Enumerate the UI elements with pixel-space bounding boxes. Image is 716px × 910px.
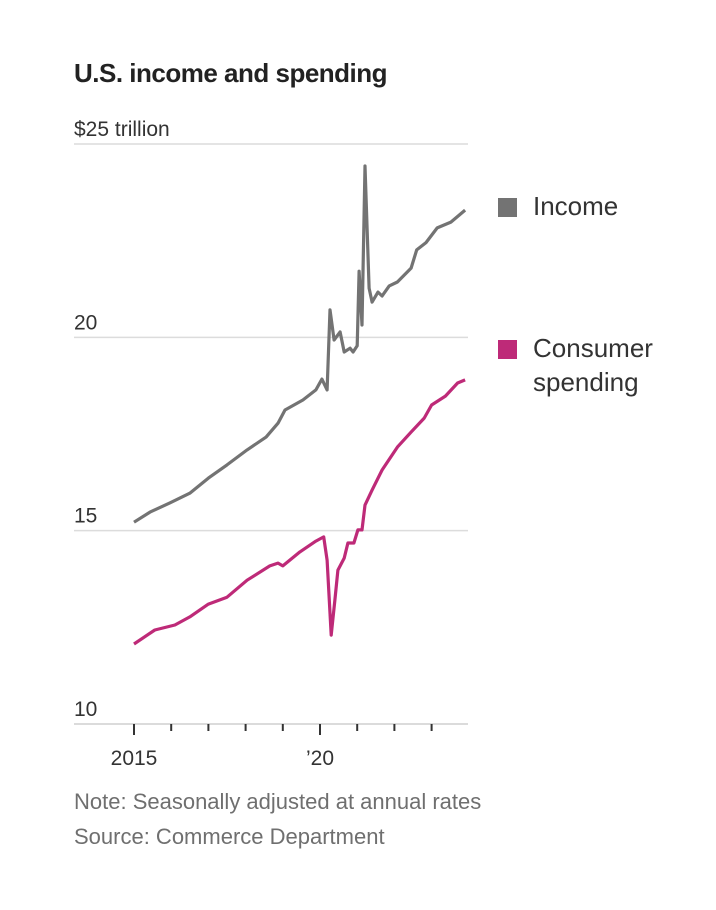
x-tick-label: ’20 [306, 747, 334, 770]
legend-label-line: spending [533, 367, 639, 397]
y-tick-label: 10 [74, 698, 97, 721]
legend-label-spending: Consumer spending [533, 331, 713, 399]
x-tick-label: 2015 [111, 747, 158, 770]
y-tick-label: 20 [74, 311, 97, 334]
note-text: Note: Seasonally adjusted at annual rate… [74, 789, 482, 814]
series-line-income [133, 164, 467, 524]
legend-label-line: Consumer [533, 333, 653, 363]
series-line-spending [133, 378, 466, 646]
legend-swatch-spending [498, 340, 517, 359]
chart-title: U.S. income and spending [74, 58, 388, 88]
legend-label-income: Income [533, 191, 619, 221]
y-tick-label: 15 [74, 505, 97, 528]
y-tick-label: $25 trillion [74, 118, 170, 141]
source-text: Source: Commerce Department [74, 824, 385, 849]
legend-swatch-income [498, 198, 517, 217]
